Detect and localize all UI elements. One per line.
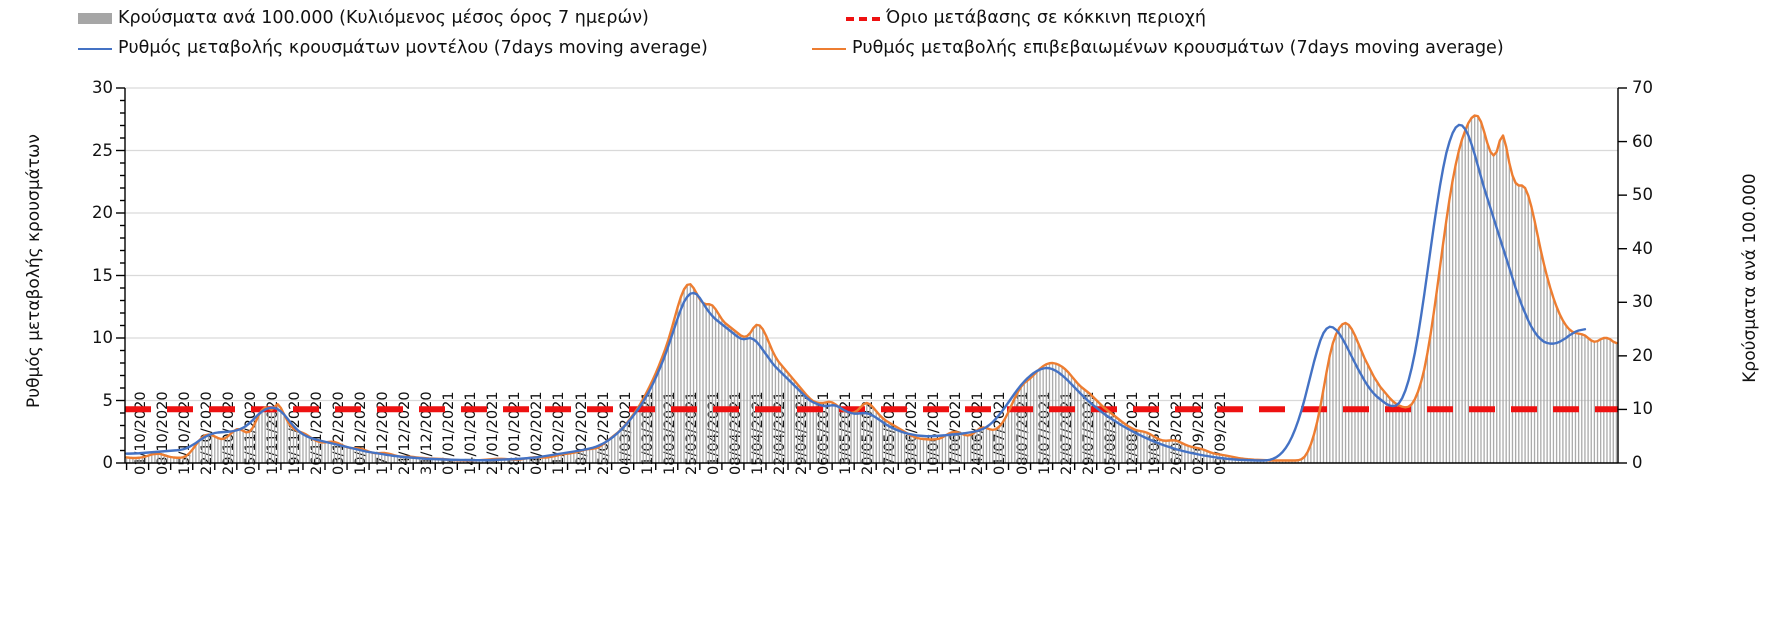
orange-line-swatch-icon	[812, 47, 846, 50]
legend-item-bars: Κρούσματα ανά 100.000 (Κυλιόμενος μέσος …	[78, 8, 649, 28]
y-tick-left-25: 25	[92, 140, 113, 160]
y-tick-left-10: 10	[92, 328, 113, 347]
y-tick-right-30: 30	[1632, 292, 1653, 312]
y-axis-right-title: Κρούσματα ανά 100.000	[1740, 173, 1760, 383]
y-tick-right-10: 10	[1632, 399, 1653, 419]
x-tickmarks	[125, 463, 1208, 470]
y-tick-right-60: 60	[1632, 131, 1653, 151]
legend-item-confirmed-rate: Ρυθμός μεταβολής επιβεβαιωμένων κρουσμάτ…	[812, 38, 1504, 58]
bar-swatch-icon	[78, 13, 112, 25]
legend-label-bars: Κρούσματα ανά 100.000 (Κυλιόμενος μέσος …	[118, 8, 649, 28]
y-tick-left-15: 15	[92, 265, 113, 285]
axes	[116, 87, 1627, 464]
y-tick-left-30: 30	[92, 78, 113, 97]
y-tick-left-20: 20	[92, 203, 113, 222]
blue-line-swatch-icon	[78, 47, 112, 50]
y-tick-right-40: 40	[1632, 238, 1653, 258]
y-tick-left-0: 0	[102, 453, 114, 472]
gridlines	[125, 87, 1618, 402]
chart-legend: Κρούσματα ανά 100.000 (Κυλιόμενος μέσος …	[0, 0, 1771, 62]
legend-label-confirmed-rate: Ρυθμός μεταβολής επιβεβαιωμένων κρουσμάτ…	[852, 38, 1504, 58]
legend-item-model-rate: Ρυθμός μεταβολής κρουσμάτων μοντέλου (7d…	[78, 38, 708, 58]
y-tick-right-50: 50	[1632, 185, 1653, 205]
y-axis-left-title: Ρυθμός μεταβολής κρουσμάτων	[24, 134, 44, 408]
case-bars	[125, 115, 1618, 464]
chart-canvas	[116, 87, 1627, 470]
red-dashed-swatch-icon	[846, 16, 880, 21]
legend-label-model-rate: Ρυθμός μεταβολής κρουσμάτων μοντέλου (7d…	[118, 38, 708, 58]
legend-item-threshold: Όριο μετάβασης σε κόκκινη περιοχή	[846, 8, 1206, 28]
plot-area	[116, 87, 1627, 470]
y-tick-right-20: 20	[1632, 345, 1653, 365]
y-tick-left-5: 5	[102, 390, 114, 410]
y-tick-right-70: 70	[1632, 78, 1653, 97]
model-rate-line	[125, 123, 1587, 462]
y-tick-right-0: 0	[1632, 453, 1643, 472]
legend-label-threshold: Όριο μετάβασης σε κόκκινη περιοχή	[886, 8, 1206, 28]
